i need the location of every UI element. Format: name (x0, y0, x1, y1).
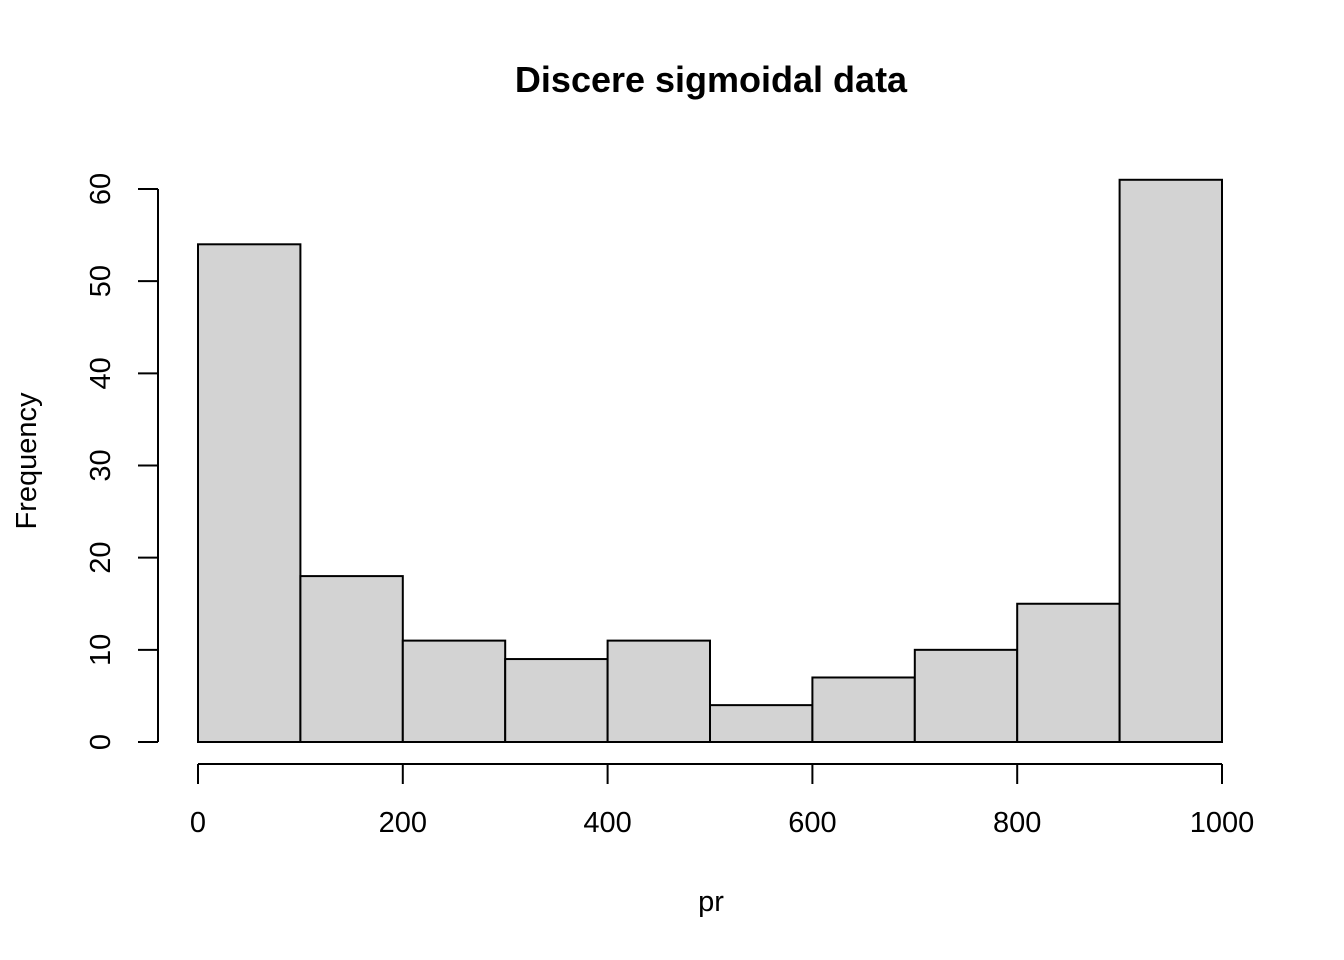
bars-group (197, 178, 1223, 744)
x-tick-label-2: 400 (583, 807, 631, 839)
histogram-bar-6 (811, 676, 916, 744)
y-tick-label-1: 10 (85, 634, 117, 666)
y-tick-label-2: 20 (85, 542, 117, 574)
histogram-bar-2 (401, 639, 507, 743)
x-tick-label-5: 1000 (1190, 807, 1255, 839)
chart-title: Discere sigmoidal data (515, 59, 908, 100)
x-axis-label: pr (698, 886, 724, 918)
histogram-bar-3 (504, 658, 609, 743)
y-tick-label-5: 50 (85, 265, 117, 297)
y-tick-label-4: 40 (85, 357, 117, 389)
histogram-bar-8 (1016, 602, 1121, 743)
x-axis: 0 200 400 600 800 1000 (190, 763, 1255, 839)
x-tick-label-1: 200 (379, 807, 427, 839)
x-tick-label-0: 0 (190, 807, 206, 839)
histogram-bar-4 (606, 639, 711, 743)
histogram-bar-7 (913, 648, 1019, 743)
y-tick-label-3: 30 (85, 449, 117, 481)
y-tick-label-0: 0 (85, 734, 117, 750)
y-axis-label: Frequency (11, 392, 43, 530)
x-tick-label-3: 600 (788, 807, 836, 839)
histogram-bar-0 (197, 243, 302, 744)
histogram-bar-9 (1118, 178, 1223, 744)
histogram-bar-1 (299, 575, 404, 743)
y-tick-label-6: 60 (85, 173, 117, 205)
histogram-bar-5 (709, 704, 814, 744)
x-tick-label-4: 800 (993, 807, 1041, 839)
y-axis: 0 10 20 30 40 50 60 (85, 173, 159, 750)
